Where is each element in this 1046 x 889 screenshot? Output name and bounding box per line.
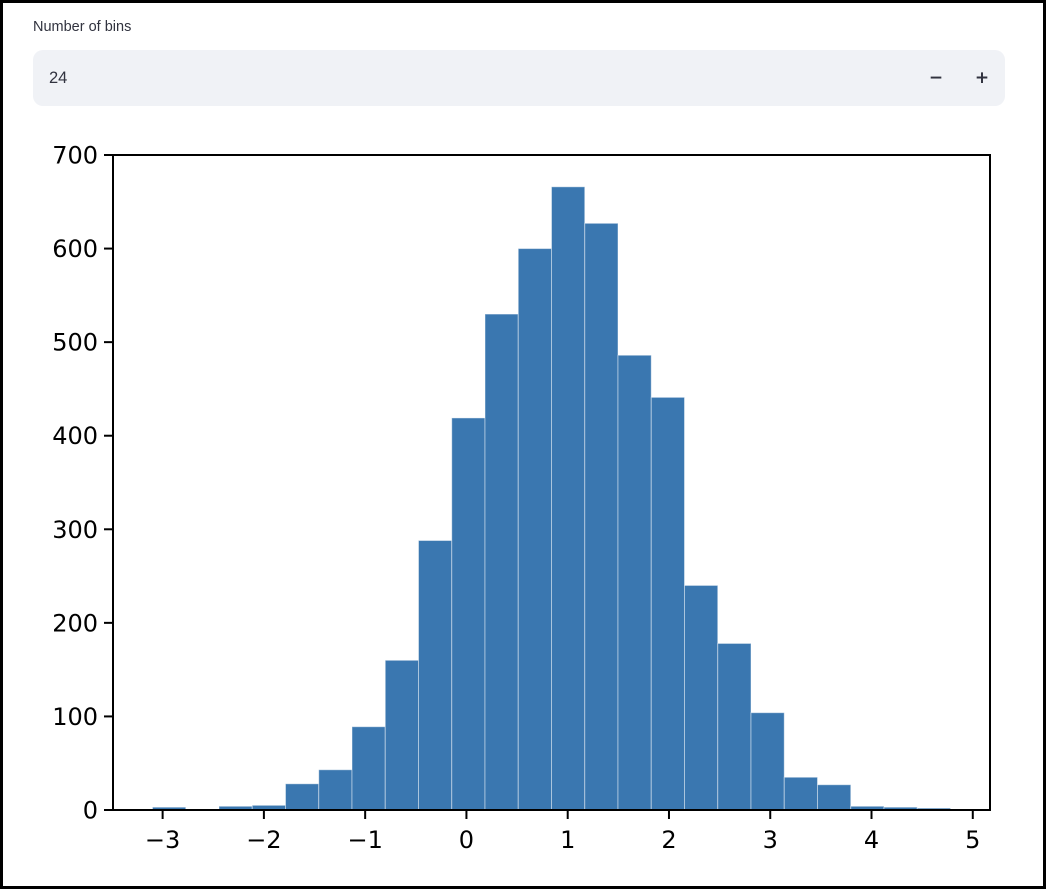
x-tick-label: 2 [661, 826, 676, 854]
x-tick-label: −2 [246, 826, 281, 854]
decrement-button[interactable]: − [913, 50, 959, 106]
histogram-bar [584, 222, 619, 811]
plot-border [112, 154, 991, 811]
histogram-bar [451, 417, 486, 811]
histogram-bar [384, 659, 419, 811]
histogram-bar [817, 784, 852, 811]
histogram-bar [484, 313, 519, 811]
x-tick-label: 5 [965, 826, 980, 854]
histogram-bar [783, 776, 818, 811]
x-tick-label: 4 [864, 826, 879, 854]
y-tick-label: 600 [52, 235, 98, 263]
number-input-label: Number of bins [33, 19, 132, 35]
histogram-bar [285, 783, 320, 811]
histogram-bar [617, 354, 652, 811]
histogram-bar [517, 248, 552, 811]
y-tick-label: 700 [52, 142, 98, 170]
histogram-bar [650, 396, 685, 811]
x-tick-label: 1 [560, 826, 575, 854]
number-input[interactable]: − + [33, 50, 1005, 106]
y-tick-label: 300 [52, 516, 98, 544]
histogram-bar [351, 726, 386, 811]
x-tick-label: −1 [347, 826, 382, 854]
x-tick-label: −3 [145, 826, 180, 854]
histogram-bar [551, 186, 586, 811]
number-input-stepper: − + [913, 50, 1005, 106]
histogram-bar [717, 642, 752, 811]
x-tick-label: 0 [459, 826, 474, 854]
y-tick-label: 0 [83, 797, 98, 825]
y-tick-label: 200 [52, 609, 98, 637]
y-tick-label: 400 [52, 422, 98, 450]
x-tick-label: 3 [763, 826, 778, 854]
number-input-field[interactable] [33, 50, 913, 106]
minus-icon: − [928, 68, 944, 88]
histogram-bar [418, 540, 453, 811]
y-tick-label: 100 [52, 703, 98, 731]
plus-icon: + [974, 68, 990, 88]
y-tick-label: 500 [52, 329, 98, 357]
histogram-bar [750, 712, 785, 811]
increment-button[interactable]: + [959, 50, 1005, 106]
histogram-bar [318, 769, 353, 811]
histogram-bar [684, 584, 719, 811]
